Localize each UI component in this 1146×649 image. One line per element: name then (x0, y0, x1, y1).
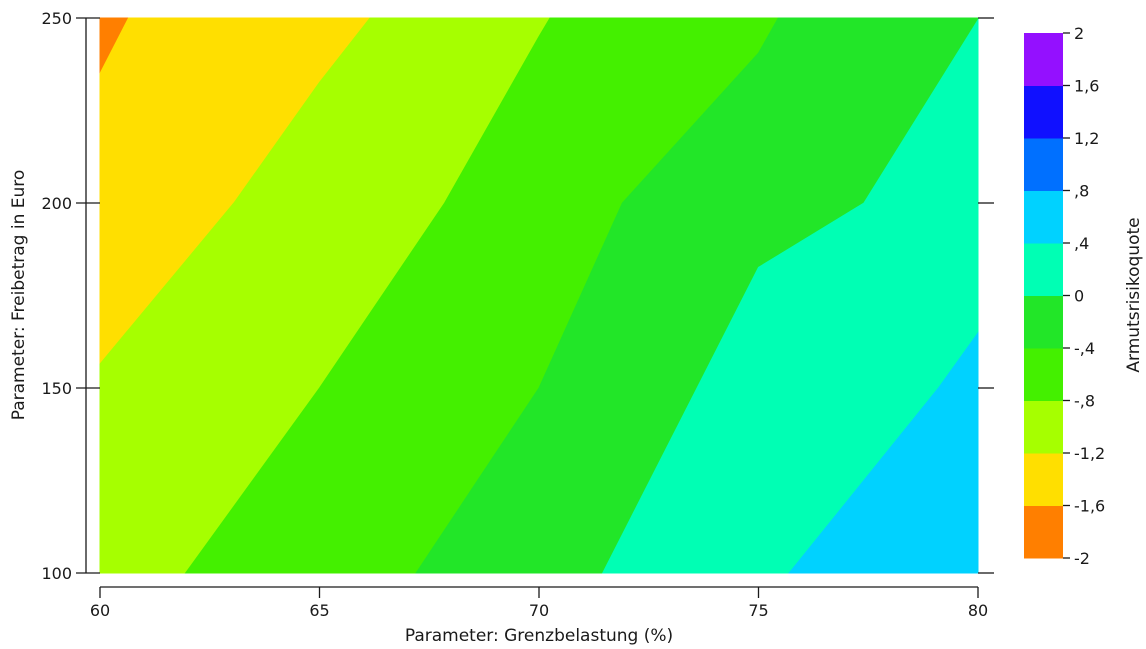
colorbar-swatch-5 (1024, 243, 1063, 296)
colorbar-tick-label: -,4 (1074, 339, 1095, 358)
x-tick-label: 65 (309, 601, 329, 620)
contour-band-6 (788, 331, 979, 574)
contour-regions (99, 17, 979, 574)
colorbar-swatch-9 (1024, 33, 1063, 86)
colorbar-tick-label: 0 (1074, 287, 1084, 306)
x-tick-label: 70 (529, 601, 549, 620)
y-tick-label: 200 (41, 194, 72, 213)
colorbar-swatch-8 (1024, 85, 1063, 139)
colorbar-swatch-1 (1024, 453, 1063, 506)
y-tick-label: 100 (41, 564, 72, 583)
y-axis-title: Parameter: Freibetrag in Euro (9, 170, 29, 421)
x-tick-label: 80 (968, 601, 988, 620)
x-axis-title: Parameter: Grenzbelastung (%) (405, 626, 673, 646)
colorbar: -2 -1,6 -1,2 -,8 -,4 0 ,4 ,8 1,2 1,6 2 (1024, 24, 1105, 568)
axes: 100 150 200 250 60 65 70 75 80 (41, 9, 994, 620)
colorbar-tick-label: -1,2 (1074, 444, 1105, 463)
colorbar-tick-label: ,8 (1074, 182, 1089, 201)
colorbar-swatch-7 (1024, 138, 1063, 191)
x-tick-label: 75 (748, 601, 768, 620)
colorbar-swatch-6 (1024, 190, 1063, 244)
colorbar-swatch-4 (1024, 295, 1063, 349)
colorbar-swatch-3 (1024, 348, 1063, 401)
colorbar-tick-label: ,4 (1074, 234, 1089, 253)
colorbar-title: Armutsrisikoquote (1124, 217, 1144, 372)
y-tick-label: 250 (41, 9, 72, 28)
y-tick-label: 150 (41, 379, 72, 398)
colorbar-tick-label: 1,6 (1074, 77, 1099, 96)
colorbar-swatch-0 (1024, 505, 1063, 559)
colorbar-tick-label: -,8 (1074, 392, 1095, 411)
colorbar-tick-label: -1,6 (1074, 497, 1105, 516)
colorbar-tick-label: 2 (1074, 24, 1084, 43)
x-tick-label: 60 (90, 601, 110, 620)
colorbar-tick-label: 1,2 (1074, 129, 1099, 148)
colorbar-swatch-2 (1024, 400, 1063, 454)
colorbar-tick-label: -2 (1074, 549, 1090, 568)
